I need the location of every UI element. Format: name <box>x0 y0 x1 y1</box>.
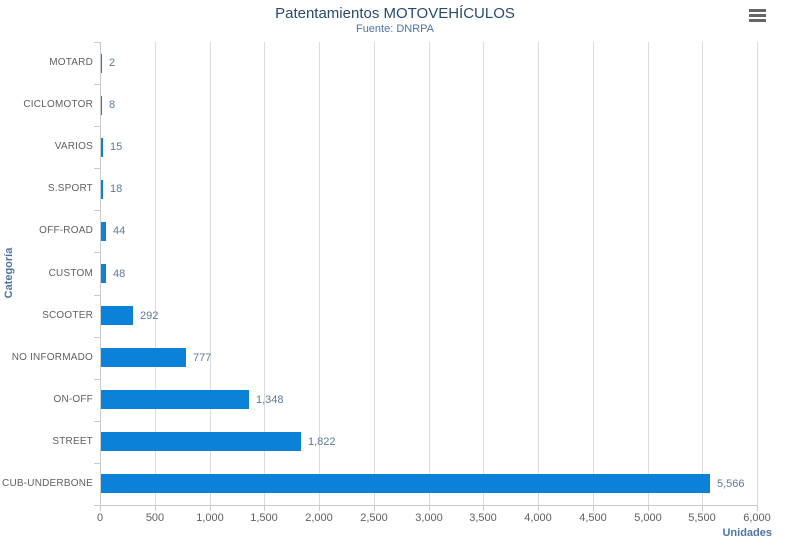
y-axis-tick <box>94 337 100 338</box>
x-tick-label: 5,500 <box>688 512 716 524</box>
x-axis-tick <box>593 506 594 511</box>
x-axis-tick <box>483 506 484 511</box>
x-tick-label: 1,000 <box>196 512 224 524</box>
bar[interactable] <box>101 180 103 199</box>
menu-bar <box>749 9 766 12</box>
gridline <box>757 42 758 505</box>
x-tick-label: 3,500 <box>469 512 497 524</box>
chart-title: Patentamientos MOTOVEHÍCULOS <box>275 5 515 22</box>
x-axis-tick <box>319 506 320 511</box>
data-label: 15 <box>110 141 123 153</box>
bar[interactable] <box>101 138 103 157</box>
y-axis-tick <box>94 42 100 43</box>
x-axis-tick <box>538 506 539 511</box>
x-axis-tick <box>374 506 375 511</box>
bar[interactable] <box>101 432 301 451</box>
gridline <box>429 42 430 505</box>
x-tick-label: 2,000 <box>305 512 333 524</box>
y-axis-tick <box>94 126 100 127</box>
data-label: 777 <box>193 352 212 364</box>
category-label: CICLOMOTOR <box>23 99 93 110</box>
bar[interactable] <box>101 264 106 283</box>
gridline <box>702 42 703 505</box>
x-axis-tick <box>702 506 703 511</box>
x-axis-tick <box>210 506 211 511</box>
gridline <box>483 42 484 505</box>
x-tick-label: 2,500 <box>360 512 388 524</box>
data-label: 292 <box>140 310 159 322</box>
menu-bar <box>749 19 766 22</box>
data-label: 48 <box>113 268 126 280</box>
category-label: S.SPORT <box>47 183 93 194</box>
gridline <box>538 42 539 505</box>
y-axis-tick <box>94 421 100 422</box>
x-tick-label: 5,000 <box>634 512 662 524</box>
bar[interactable] <box>101 348 186 367</box>
gridline <box>210 42 211 505</box>
x-tick-label: 3,000 <box>415 512 443 524</box>
data-label: 1,822 <box>308 436 336 448</box>
x-axis-tick <box>100 506 101 511</box>
bar[interactable] <box>101 54 102 73</box>
category-label: ON-OFF <box>53 394 93 405</box>
category-label: NO INFORMADO <box>11 352 93 363</box>
y-axis-tick <box>94 168 100 169</box>
x-axis-title: Unidades <box>722 527 772 539</box>
category-label: CUB-UNDERBONE <box>2 478 93 489</box>
data-label: 8 <box>109 99 116 111</box>
category-label: MOTARD <box>49 57 93 68</box>
bar[interactable] <box>101 222 106 241</box>
bar[interactable] <box>101 306 133 325</box>
x-tick-label: 6,000 <box>743 512 771 524</box>
gridline <box>155 42 156 505</box>
hamburger-menu-icon <box>749 9 766 24</box>
data-label: 18 <box>110 183 123 195</box>
data-label: 2 <box>109 57 116 69</box>
gridline <box>593 42 594 505</box>
x-tick-label: 0 <box>96 512 104 524</box>
context-menu-button[interactable] <box>744 4 771 27</box>
x-axis-tick <box>264 506 265 511</box>
plot-area: 2 8 15 18 44 48 292 777 1,348 1,822 5,566 <box>100 42 758 506</box>
category-label: OFF-ROAD <box>39 225 93 236</box>
data-label: 1,348 <box>256 394 284 406</box>
gridline <box>374 42 375 505</box>
data-label: 5,566 <box>717 478 745 490</box>
y-axis-tick <box>94 463 100 464</box>
x-tick-label: 1,500 <box>250 512 278 524</box>
category-label: VARIOS <box>54 141 93 152</box>
y-axis-tick <box>94 295 100 296</box>
y-axis-tick <box>94 252 100 253</box>
x-axis-tick <box>757 506 758 511</box>
x-tick-label: 4,000 <box>524 512 552 524</box>
gridline <box>264 42 265 505</box>
gridline <box>648 42 649 505</box>
y-axis-tick <box>94 210 100 211</box>
bar[interactable] <box>101 474 710 493</box>
bar[interactable] <box>101 390 249 409</box>
gridline <box>319 42 320 505</box>
chart-subtitle: Fuente: DNRPA <box>355 23 435 35</box>
category-label: STREET <box>52 436 93 447</box>
y-axis-tick <box>94 379 100 380</box>
x-axis-tick <box>429 506 430 511</box>
data-label: 44 <box>113 225 126 237</box>
x-axis-tick <box>155 506 156 511</box>
x-axis-tick <box>648 506 649 511</box>
category-label: SCOOTER <box>42 310 93 321</box>
bar[interactable] <box>101 96 102 115</box>
x-tick-label: 4,500 <box>579 512 607 524</box>
x-tick-label: 500 <box>145 512 165 524</box>
y-axis-tick <box>94 505 100 506</box>
y-axis-tick <box>94 84 100 85</box>
category-label: CUSTOM <box>48 268 93 279</box>
menu-bar <box>749 14 766 17</box>
